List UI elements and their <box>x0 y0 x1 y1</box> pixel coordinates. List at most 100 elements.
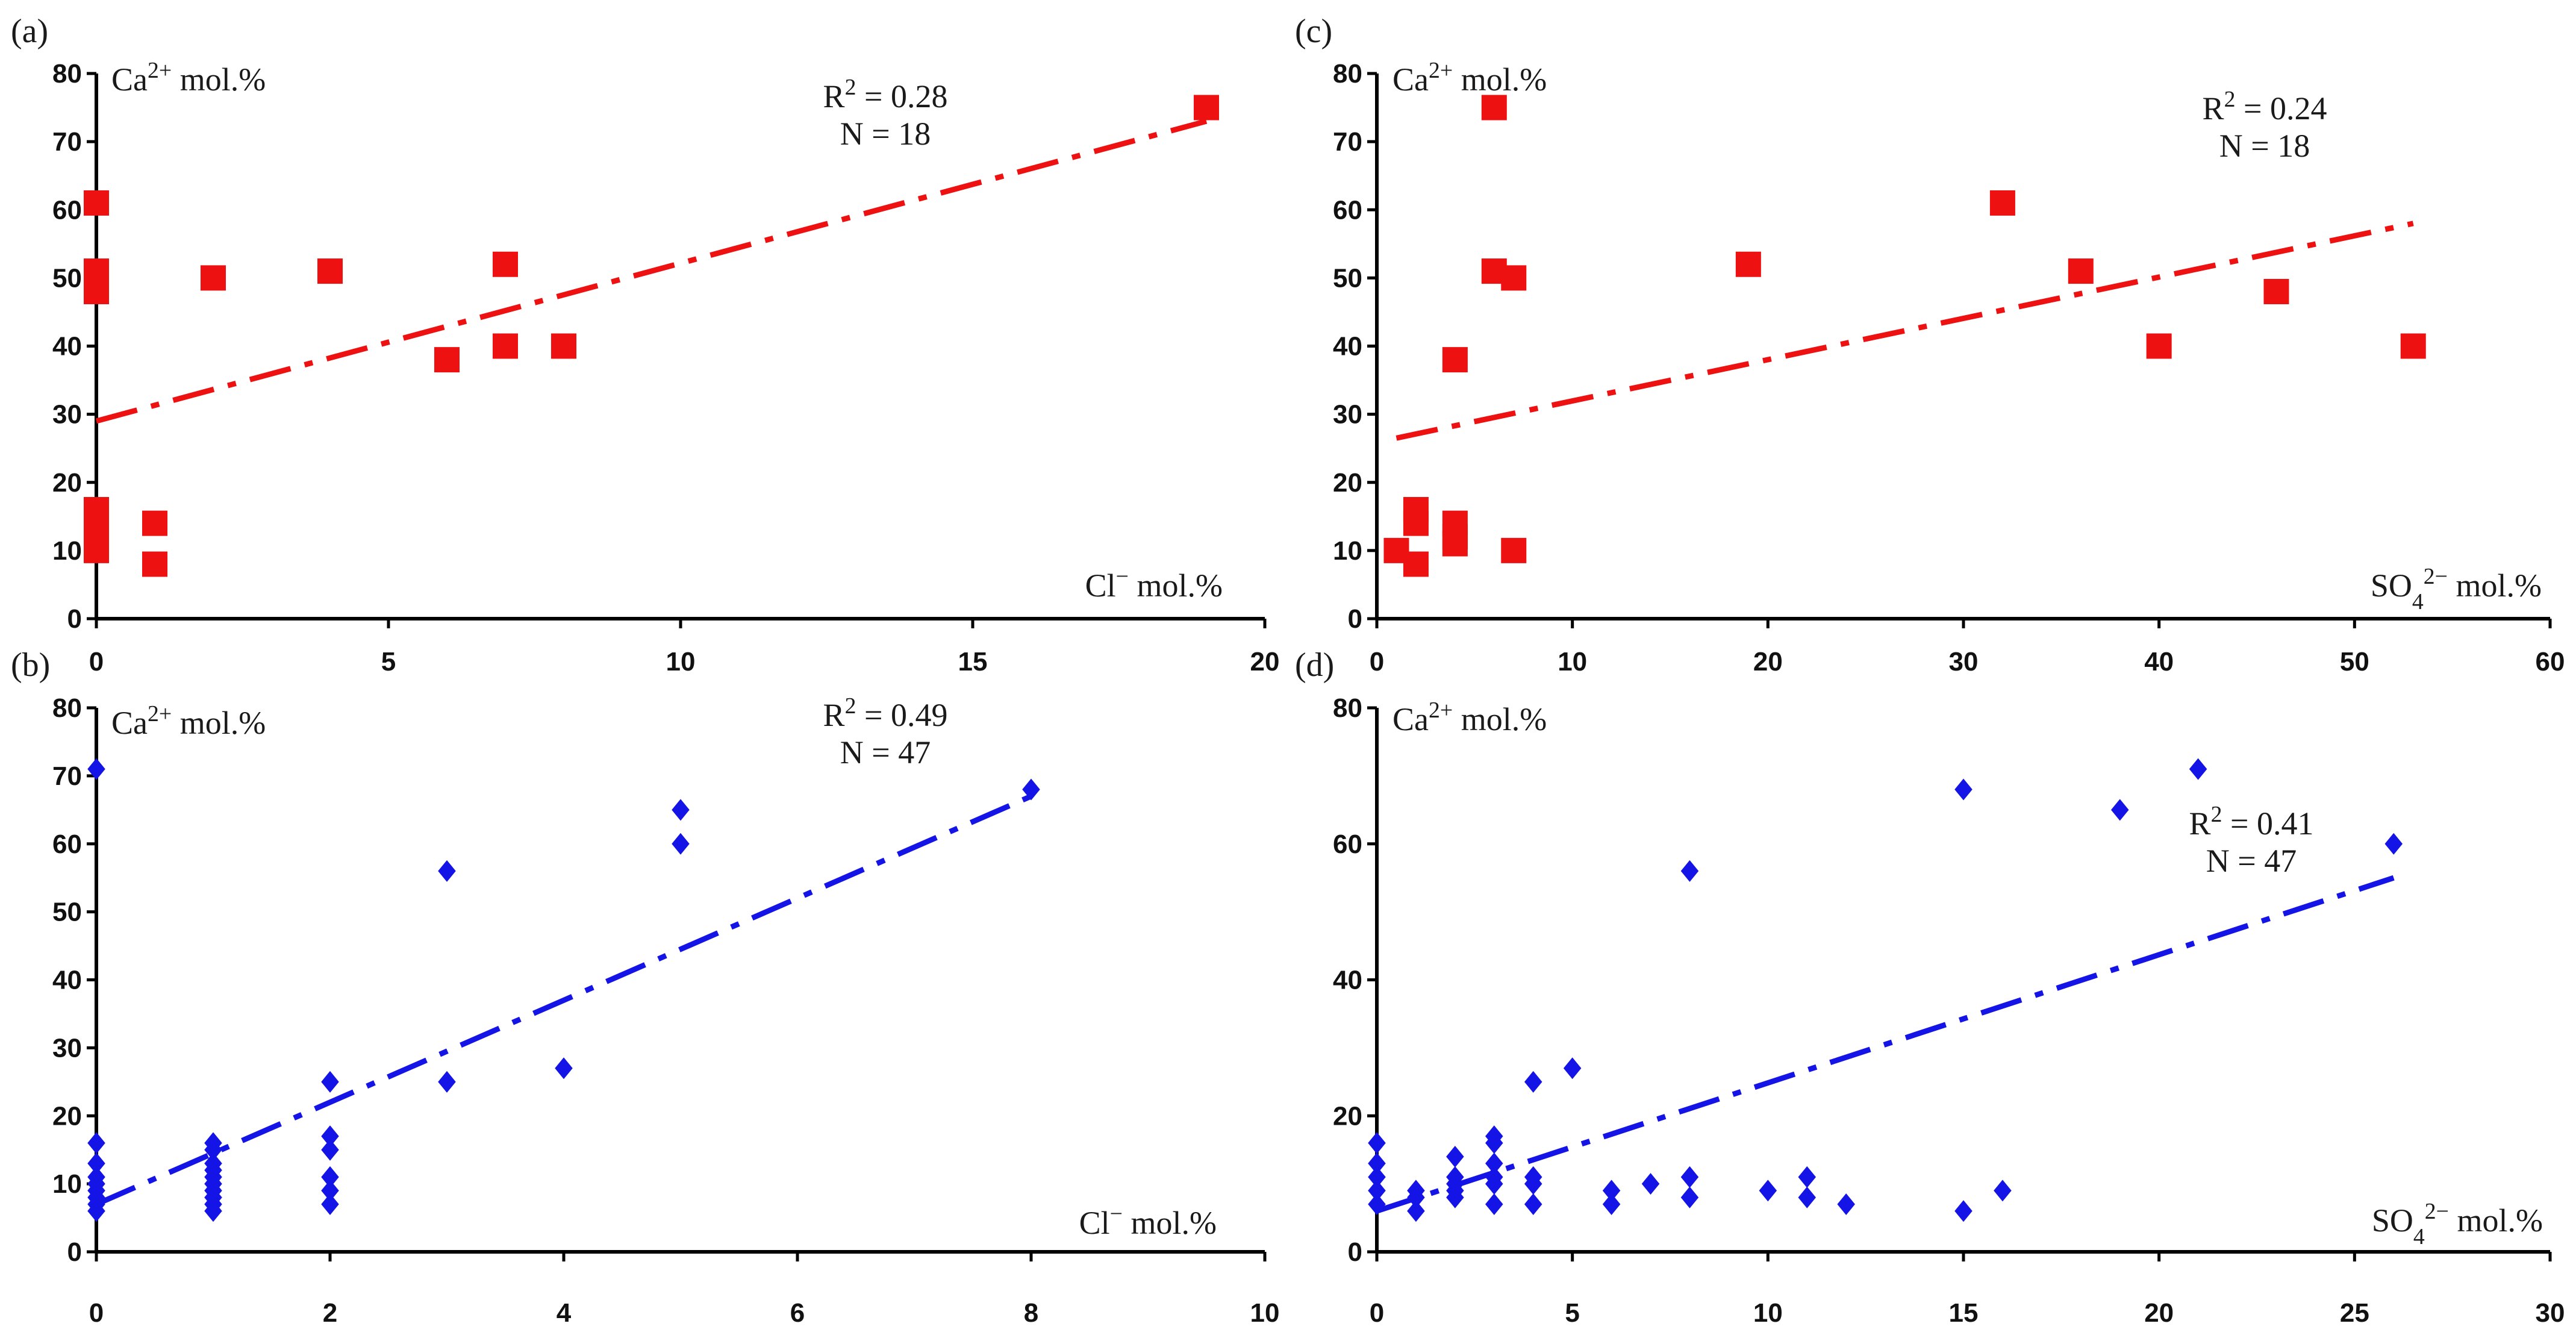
y-tick-label: 20 <box>52 468 82 498</box>
trend-line <box>1376 875 2395 1214</box>
sample-count-label: N = 18 <box>2219 128 2310 164</box>
y-tick-label: 70 <box>1333 127 1362 157</box>
x-tick-label: 10 <box>1558 647 1587 677</box>
y-tick-label: 0 <box>1348 604 1362 634</box>
trend-line <box>1396 220 2414 441</box>
data-point <box>87 1132 105 1154</box>
data-point <box>434 347 460 373</box>
data-point <box>551 333 576 359</box>
x-tick-label: 10 <box>666 647 696 677</box>
x-tick-label: 10 <box>1753 1298 1783 1328</box>
data-point <box>1501 537 1527 563</box>
x-tick-label: 20 <box>1250 647 1280 677</box>
data-point <box>87 1200 105 1222</box>
x-tick-label: 5 <box>1565 1298 1579 1328</box>
data-point <box>1735 251 1761 277</box>
x-tick-label: 0 <box>1370 1298 1384 1328</box>
data-point <box>1994 1180 2012 1202</box>
data-point <box>1602 1193 1621 1215</box>
y-tick-label: 20 <box>1333 1101 1362 1131</box>
data-point <box>1954 778 1973 801</box>
data-point <box>1485 1132 1503 1154</box>
data-point <box>1403 551 1429 577</box>
data-point <box>1442 347 1468 373</box>
x-axis-title: Cl− mol.% <box>1079 1201 1217 1241</box>
y-axis-title: Ca2+ mol.% <box>111 58 266 98</box>
y-tick-label: 40 <box>52 966 82 995</box>
y-tick-label: 60 <box>52 195 82 225</box>
data-point <box>2146 333 2172 359</box>
data-point <box>1680 860 1699 882</box>
data-point <box>84 190 109 216</box>
panel-a: 0 10 20 30 40 50 60 70 80 0 5 10 15 20 (a) Ca2+ mol.% Cl… <box>11 13 1279 677</box>
data-point <box>1368 1180 1386 1202</box>
data-point <box>1837 1193 1855 1215</box>
data-point <box>1524 1173 1542 1195</box>
y-tick-label: 80 <box>1333 59 1362 89</box>
y-axis-title: Ca2+ mol.% <box>111 701 266 741</box>
sample-count-label: N = 47 <box>2206 843 2297 879</box>
y-tick-label: 40 <box>1333 332 1362 361</box>
data-point <box>2400 333 2426 359</box>
r-squared-label: R2 = 0.24 <box>2203 87 2327 127</box>
y-tick-label: 40 <box>52 332 82 361</box>
panel-letter: (c) <box>1295 13 1332 50</box>
data-point <box>1022 778 1040 801</box>
x-tick-label: 6 <box>790 1298 805 1328</box>
x-tick-label: 4 <box>557 1298 572 1328</box>
y-tick-label: 30 <box>52 400 82 430</box>
data-point <box>1641 1173 1660 1195</box>
y-tick-label: 60 <box>1333 195 1362 225</box>
y-tick-label: 20 <box>52 1101 82 1131</box>
x-tick-label: 30 <box>1949 647 1979 677</box>
data-point <box>142 510 167 536</box>
data-point <box>1446 1186 1464 1208</box>
data-point <box>84 537 109 563</box>
data-point <box>1403 510 1429 536</box>
data-point <box>321 1139 339 1161</box>
sample-count-label: N = 18 <box>840 116 931 152</box>
panel-d: 0 20 40 60 80 0 5 10 15 20 25 30 (d) Ca2+ mol.% SO42− … <box>1295 646 2565 1328</box>
data-point <box>1407 1200 1425 1222</box>
data-point <box>84 279 109 304</box>
data-point <box>555 1057 573 1080</box>
x-tick-label: 0 <box>89 1298 104 1328</box>
data-point <box>1485 1173 1503 1195</box>
x-tick-label: 20 <box>2144 1298 2174 1328</box>
x-tick-label: 30 <box>2536 1298 2565 1328</box>
y-tick-label: 10 <box>1333 536 1362 566</box>
r-squared-label: R2 = 0.49 <box>823 693 948 733</box>
r-squared-label: R2 = 0.28 <box>823 75 948 114</box>
data-point <box>321 1180 339 1202</box>
data-point <box>1798 1166 1817 1188</box>
y-tick-label: 70 <box>52 127 82 157</box>
x-tick-label: 15 <box>958 647 988 677</box>
data-point <box>493 251 518 277</box>
x-tick-label: 8 <box>1024 1298 1038 1328</box>
data-point <box>1194 95 1219 120</box>
trend-line <box>95 118 1208 424</box>
y-tick-label: 10 <box>52 1169 82 1199</box>
data-point <box>672 833 690 855</box>
y-tick-label: 0 <box>1348 1237 1362 1267</box>
panel-letter: (b) <box>11 646 50 684</box>
data-point <box>1485 1193 1503 1215</box>
x-tick-label: 0 <box>89 647 104 677</box>
y-tick-label: 60 <box>52 830 82 859</box>
data-point <box>1524 1193 1542 1215</box>
data-point <box>1798 1186 1817 1208</box>
y-tick-label: 80 <box>1333 693 1362 723</box>
data-point <box>2263 279 2289 304</box>
data-point <box>438 860 456 882</box>
data-point <box>2384 833 2403 855</box>
y-tick-label: 30 <box>52 1033 82 1063</box>
data-point <box>1368 1132 1386 1154</box>
y-tick-label: 60 <box>1333 830 1362 859</box>
panel-letter: (a) <box>11 13 48 50</box>
r-squared-label: R2 = 0.41 <box>2189 802 2314 842</box>
data-point <box>1485 1152 1503 1175</box>
y-tick-label: 80 <box>52 59 82 89</box>
y-tick-label: 10 <box>52 536 82 566</box>
data-point <box>2110 799 2129 821</box>
